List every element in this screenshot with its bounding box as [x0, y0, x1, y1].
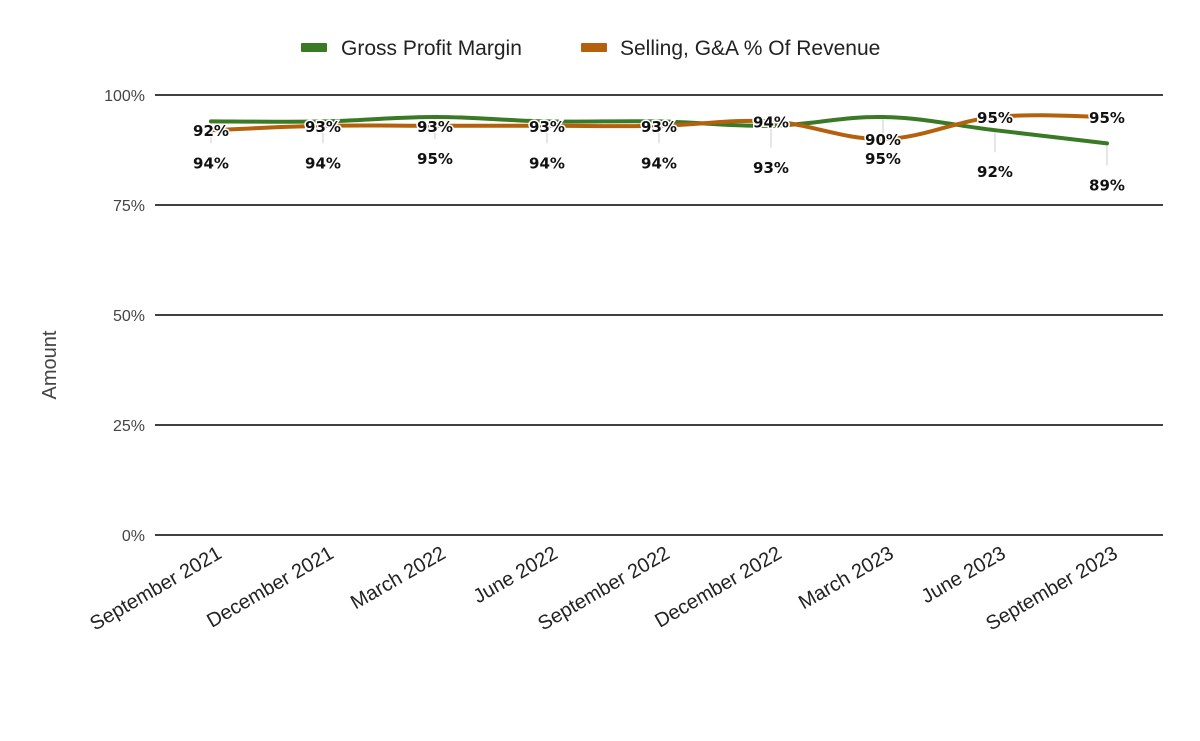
x-tick-label: June 2023 — [918, 542, 1010, 608]
data-label-selling-ga: 93% — [305, 118, 341, 136]
y-tick-label: 0% — [122, 528, 145, 545]
y-axis-title: Amount — [39, 330, 61, 399]
y-tick-label: 75% — [113, 198, 145, 215]
legend-swatch — [301, 43, 327, 52]
data-label-gross-profit-margin: 94% — [193, 154, 229, 172]
y-tick-label: 100% — [104, 88, 145, 105]
y-tick-label: 25% — [113, 418, 145, 435]
series-line-selling-ga — [209, 113, 1109, 142]
data-label-gross-profit-margin: 92% — [977, 163, 1013, 181]
x-tick-label: March 2023 — [795, 542, 897, 614]
data-label-selling-ga: 95% — [1089, 109, 1125, 127]
data-label-selling-ga: 93% — [529, 118, 565, 136]
x-tick-label: September 2021 — [86, 542, 225, 635]
x-tick-label: December 2022 — [651, 542, 785, 632]
data-label-selling-ga: 93% — [417, 118, 453, 136]
legend: Gross Profit Margin Selling, G&A % Of Rev… — [301, 37, 880, 60]
y-tick-label: 50% — [113, 308, 145, 325]
gridlines — [155, 94, 1163, 536]
legend-label: Selling, G&A % Of Revenue — [620, 37, 880, 60]
x-tick-label: March 2022 — [347, 542, 449, 614]
x-tick-label: December 2021 — [203, 542, 337, 632]
data-label-gross-profit-margin: 94% — [305, 154, 341, 172]
data-label-selling-ga: 93% — [641, 118, 677, 136]
data-label-gross-profit-margin: 95% — [417, 150, 453, 168]
data-label-gross-profit-margin: 89% — [1089, 176, 1125, 194]
data-label-selling-ga: 94% — [753, 113, 789, 131]
data-label-gross-profit-margin: 94% — [641, 154, 677, 172]
data-label-selling-ga: 92% — [193, 122, 229, 140]
legend-swatch — [581, 43, 607, 52]
data-label-gross-profit-margin: 93% — [753, 159, 789, 177]
data-label-gross-profit-margin: 95% — [865, 150, 901, 168]
legend-label: Gross Profit Margin — [341, 37, 522, 60]
data-label-selling-ga: 95% — [977, 109, 1013, 127]
data-label-gross-profit-margin: 94% — [529, 154, 565, 172]
data-label-selling-ga: 90% — [865, 131, 901, 149]
x-tick-label: June 2022 — [470, 542, 562, 608]
y-axis-ticks: 0% 25% 50% 75% 100% — [104, 88, 145, 545]
series-lines — [209, 113, 1109, 166]
data-labels: 94%92%94%93%95%93%94%93%94%93%93%94%95%9… — [192, 108, 1127, 195]
